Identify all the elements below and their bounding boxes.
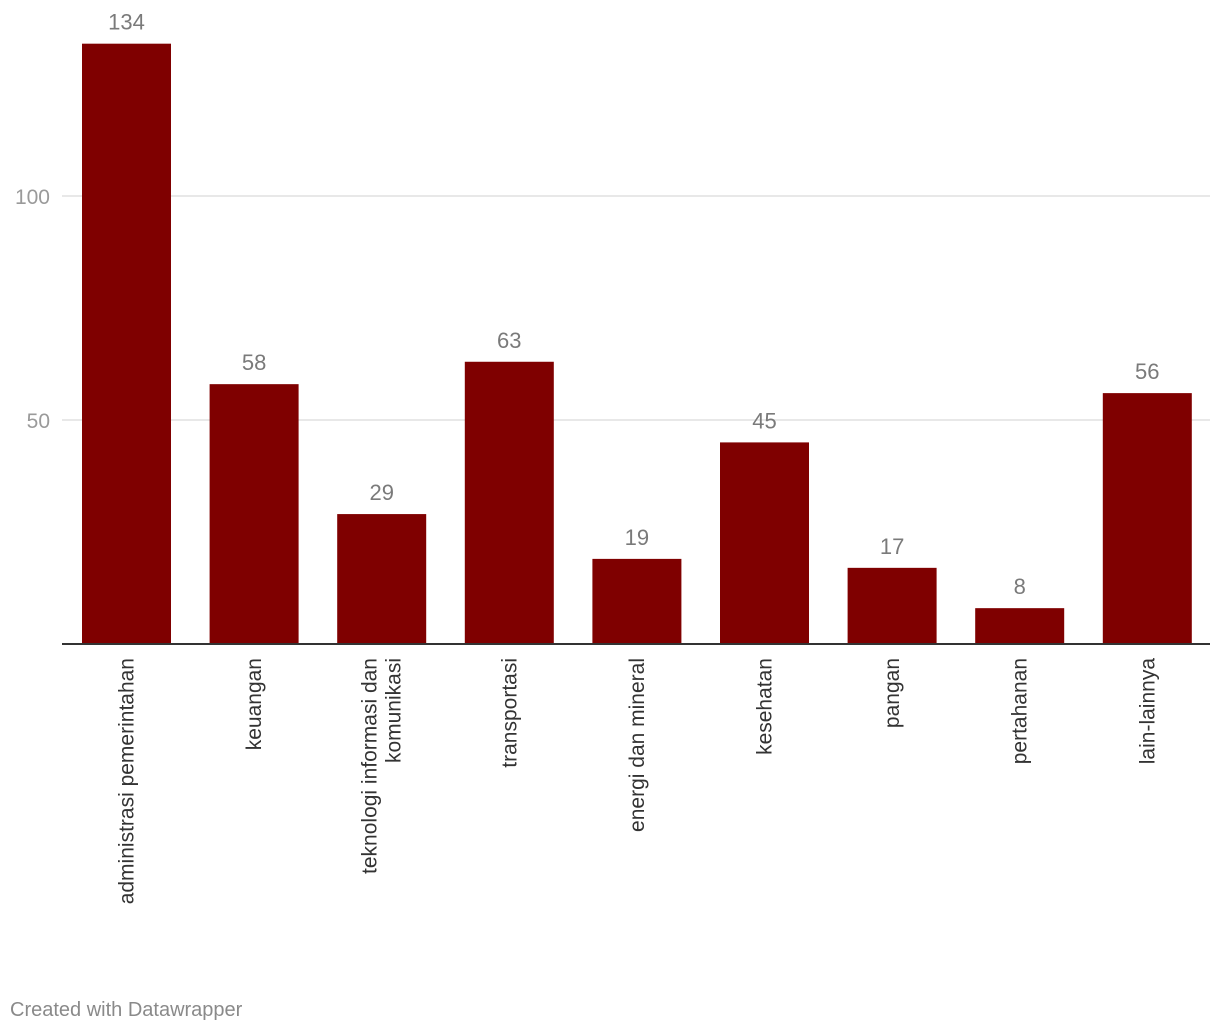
- category-label-line: administrasi pemerintahan: [116, 658, 139, 904]
- credit-footer: Created with Datawrapper: [10, 999, 243, 1021]
- category-label-3: transportasi: [498, 658, 521, 768]
- category-label-0: administrasi pemerintahan: [116, 658, 139, 904]
- category-label-line: pangan: [881, 658, 904, 728]
- bar-3: [464, 361, 554, 644]
- y-tick-label-100: 100: [15, 186, 50, 209]
- value-label-0: 134: [108, 10, 145, 35]
- value-label-1: 58: [242, 350, 266, 375]
- category-label-7: pertahanan: [1009, 658, 1032, 764]
- value-label-3: 63: [497, 328, 521, 353]
- bar-1: [209, 384, 299, 644]
- bar-2: [337, 514, 427, 644]
- bar-8: [1102, 393, 1192, 644]
- y-tick-label-50: 50: [27, 410, 50, 433]
- bar-6: [847, 567, 937, 644]
- category-label-line: teknologi informasi dan: [359, 658, 382, 874]
- bar-7: [975, 608, 1065, 644]
- value-label-8: 56: [1135, 359, 1159, 384]
- category-label-1: keuangan: [243, 658, 266, 750]
- bars: [82, 43, 1192, 645]
- category-label-6: pangan: [881, 658, 904, 728]
- category-label-line: komunikasi: [383, 658, 406, 763]
- category-label-line: keuangan: [243, 658, 266, 750]
- bar-4: [592, 558, 682, 644]
- bar-0: [82, 43, 171, 645]
- category-label-5: kesehatan: [754, 658, 777, 755]
- category-label-line: lain-lainnya: [1136, 658, 1159, 765]
- category-label-line: pertahanan: [1009, 658, 1032, 764]
- bar-5: [720, 442, 809, 644]
- category-label-line: transportasi: [498, 658, 521, 768]
- category-label-line: energi dan mineral: [626, 658, 649, 832]
- value-label-4: 19: [625, 525, 649, 550]
- category-label-8: lain-lainnya: [1136, 658, 1159, 765]
- value-labels: 134 58 29 63 19 45 17 8 56: [108, 10, 1159, 599]
- category-labels: administrasi pemerintahan keuangan teknolo…: [116, 658, 1160, 905]
- category-label-line: kesehatan: [754, 658, 777, 755]
- value-label-7: 8: [1014, 574, 1026, 599]
- category-label-2: teknologi informasi dan komunikasi: [359, 658, 406, 874]
- gridlines: 50 100: [15, 186, 1210, 433]
- category-label-4: energi dan mineral: [626, 658, 649, 832]
- value-label-6: 17: [880, 534, 904, 559]
- value-label-5: 45: [752, 408, 776, 433]
- value-label-2: 29: [369, 480, 393, 505]
